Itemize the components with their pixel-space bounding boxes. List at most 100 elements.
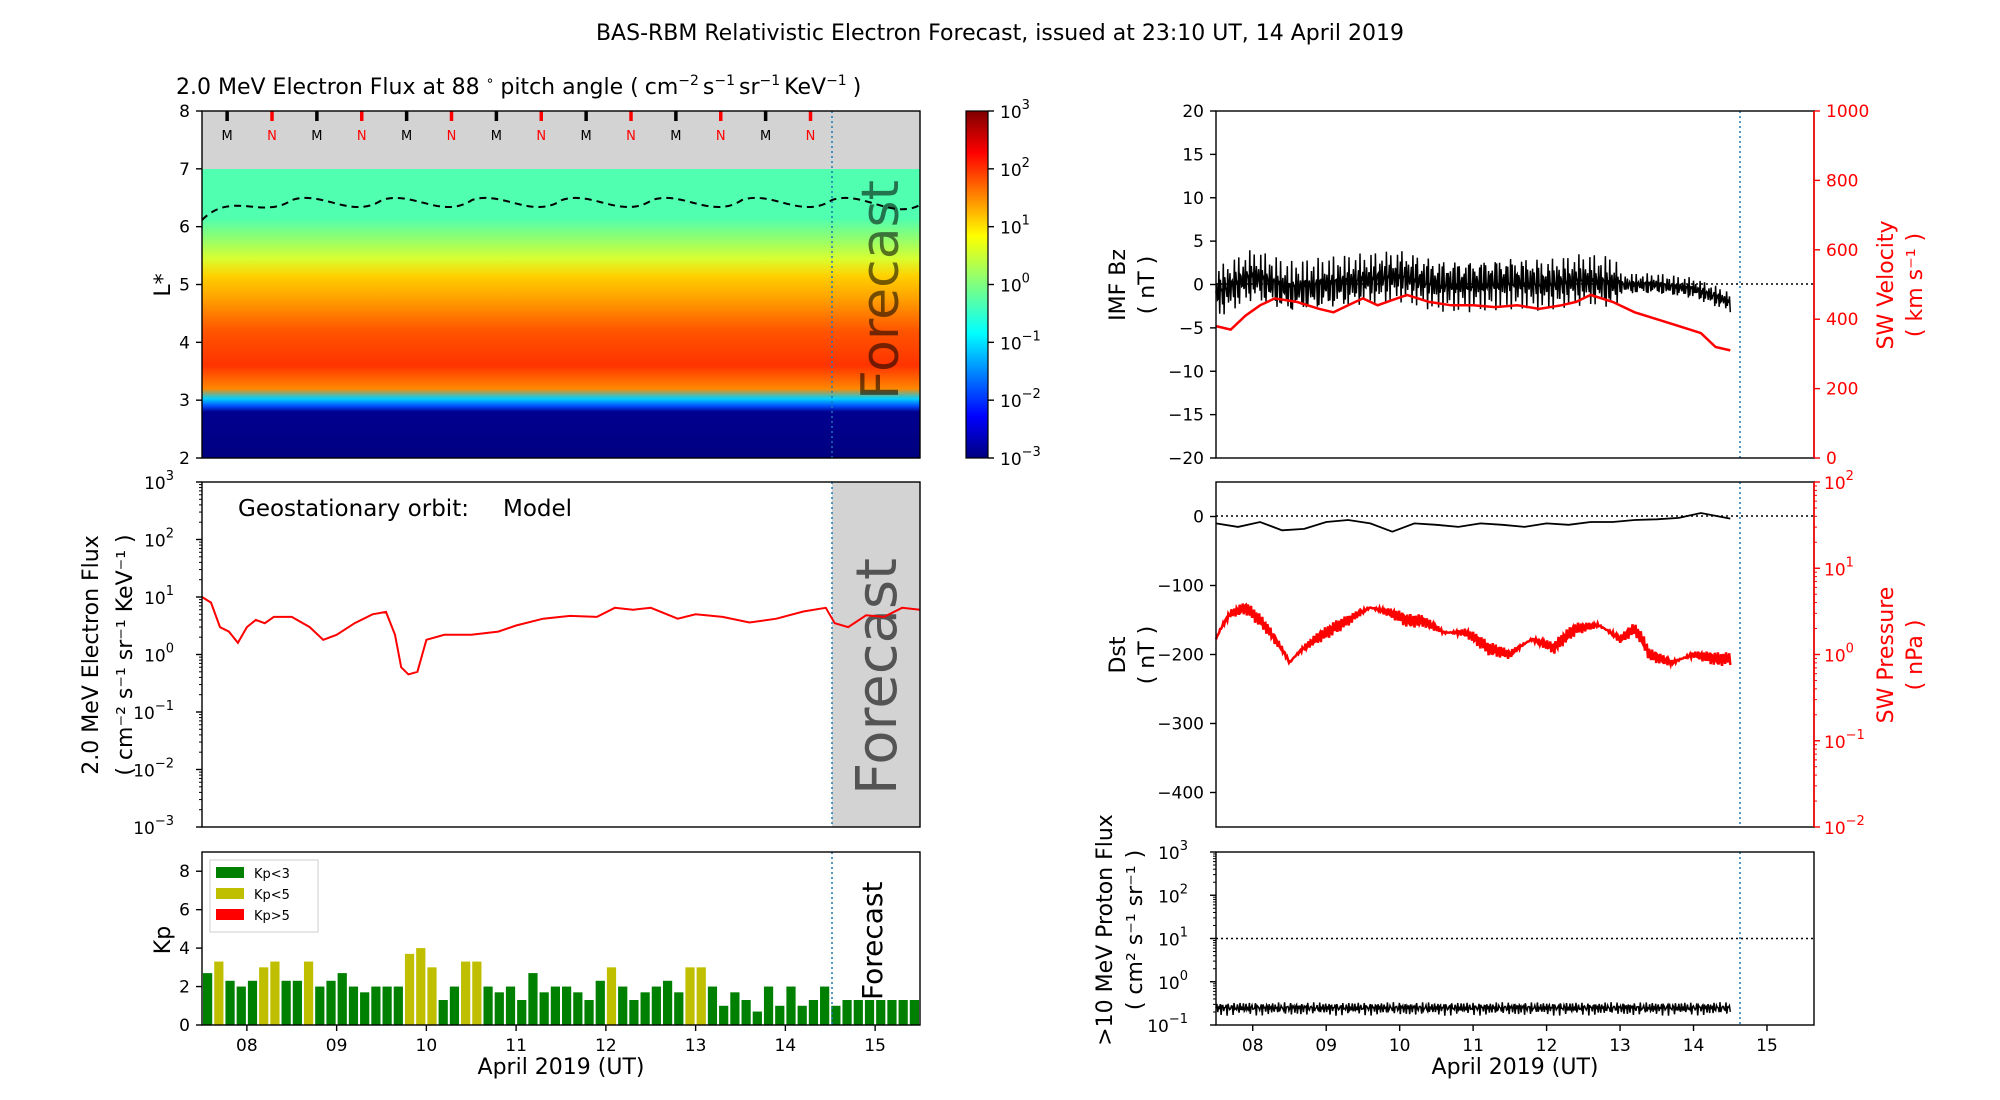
imf-ytick-label: 15 [1182, 145, 1204, 165]
kp-bar [876, 1000, 886, 1025]
vel-ylabel-unit: ( km s⁻¹ ) [1903, 233, 1928, 337]
kp-bar [214, 961, 224, 1025]
dst-ytick-label: −200 [1157, 646, 1204, 666]
geo-flux-frame [201, 481, 921, 828]
kp-legend-swatch-mid [216, 888, 244, 899]
proton-frame [1215, 851, 1815, 1026]
kp-ytick-label: 2 [179, 978, 190, 998]
proton-panel: 103 102 101 100 10−1 08 09 10 11 12 13 14 15 >10 Me… [1093, 814, 1815, 1080]
kp-bar [517, 1000, 527, 1025]
kp-bar [416, 948, 426, 1025]
kp-bar [539, 992, 549, 1025]
kp-panel: Forecast Kp<3 Kp<5 Kp>5 0 2 4 6 8 08 09 10 11 12… [151, 851, 921, 1080]
imf-ylabel: IMF Bz [1106, 249, 1131, 321]
kp-bar [685, 967, 695, 1025]
orbit-marker-label: M [311, 129, 322, 144]
orbit-marker-label: N [267, 129, 277, 144]
orbit-marker-label: N [626, 129, 636, 144]
kp-xtick-label: 08 [236, 1036, 258, 1056]
imf-ytick-label: 5 [1193, 232, 1204, 252]
colorbar-tick-label: 103 [1000, 98, 1030, 123]
kp-bar [629, 1000, 639, 1025]
flux-map-gap-boundary [201, 196, 921, 221]
proton-ytick-tick-label: 10−1 [1147, 1012, 1188, 1037]
geo-annotation: Geostationary orbit: [238, 496, 469, 522]
kp-xtick-label: 11 [505, 1036, 527, 1056]
kp-bar [360, 992, 370, 1025]
kp-bar [281, 980, 291, 1025]
kp-legend-swatch-high [216, 909, 244, 920]
orbit-marker-label: N [806, 129, 816, 144]
colorbar-tick-label: 10−2 [1000, 387, 1041, 412]
geo-flux-series-line [201, 596, 921, 676]
geo-flux-ytick-tick-label: 103 [144, 469, 174, 494]
flux-map-ytick-label: 6 [179, 218, 190, 238]
pres-ytick-tick-label: 100 [1824, 642, 1854, 667]
kp-xtick-label: 15 [864, 1036, 886, 1056]
orbit-marker-label: N [357, 129, 367, 144]
flux-map-gray [202, 111, 920, 169]
kp-bar [775, 1005, 785, 1025]
dst-ytick-label: −300 [1157, 715, 1204, 735]
kp-bar [326, 980, 336, 1025]
kp-bar [528, 973, 538, 1025]
kp-frame [201, 851, 921, 1026]
kp-bar [842, 1000, 852, 1025]
kp-ytick-label: 8 [179, 862, 190, 882]
proton-ytick-tick-label: 102 [1158, 882, 1188, 907]
kp-bar [438, 1000, 448, 1025]
orbit-marker-label: N [447, 129, 457, 144]
kp-bar [259, 967, 269, 1025]
kp-xtick-label: 09 [326, 1036, 348, 1056]
kp-bar [719, 1005, 729, 1025]
flux-map-forecast-label: Forecast [851, 180, 911, 400]
vel-ylabel: SW Velocity [1874, 220, 1899, 349]
kp-bar [820, 986, 830, 1025]
dst-ylabel-unit: ( nT ) [1135, 626, 1160, 685]
imf-ytick-label: 0 [1193, 276, 1204, 296]
imf-ytick-label: 10 [1182, 189, 1204, 209]
kp-bar [606, 967, 617, 1025]
kp-forecast-label: Forecast [856, 881, 889, 1000]
kp-xtick-label: 10 [416, 1036, 438, 1056]
orbit-marker-label: M [401, 129, 412, 144]
vel-ytick-label: 200 [1826, 380, 1858, 400]
kp-bar [303, 961, 314, 1025]
flux-map-ytick-label: 5 [179, 276, 190, 296]
kp-bar [651, 986, 661, 1025]
pres-ytick-tick-label: 10−1 [1824, 728, 1865, 753]
geo-flux-forecast-shade [832, 482, 920, 827]
vel-ytick-label: 600 [1826, 241, 1858, 261]
kp-bar [898, 1000, 908, 1025]
kp-bar [584, 1000, 594, 1025]
proton-xtick-label: 08 [1242, 1036, 1264, 1056]
colorbar-tick-label: 102 [1000, 156, 1030, 181]
kp-bar [662, 980, 673, 1025]
imf-ytick-label: −5 [1179, 319, 1204, 339]
kp-bar [640, 992, 650, 1025]
kp-bar [404, 953, 415, 1025]
flux-map-ytick-label: 4 [179, 333, 190, 353]
kp-bar [225, 980, 235, 1025]
proton-xtick-label: 15 [1756, 1036, 1778, 1056]
kp-bar [674, 992, 684, 1025]
geo-flux-ytick-tick-label: 102 [144, 527, 174, 552]
dst-ytick-label: −400 [1157, 784, 1204, 804]
orbit-marker-label: N [536, 129, 546, 144]
kp-bar [393, 986, 403, 1025]
kp-bar [461, 961, 471, 1025]
vel-ytick-label: 1000 [1826, 102, 1869, 122]
kp-bar [427, 967, 437, 1025]
imf-panel: 20 15 10 5 0 −5 −10 −15 −20 1000 800 600 400 200 0 IM… [1106, 102, 1928, 469]
dst-ylabel: Dst [1106, 636, 1131, 673]
proton-ytick-tick-label: 101 [1158, 926, 1188, 951]
kp-bar [853, 1000, 863, 1025]
kp-bar [505, 986, 516, 1025]
kp-bar [707, 986, 718, 1025]
proton-xtick-label: 09 [1315, 1036, 1337, 1056]
geo-flux-ytick-tick-label: 10−2 [133, 757, 174, 782]
dst-ytick-label: −100 [1157, 577, 1204, 597]
pres-ytick-tick-label: 102 [1824, 469, 1854, 494]
